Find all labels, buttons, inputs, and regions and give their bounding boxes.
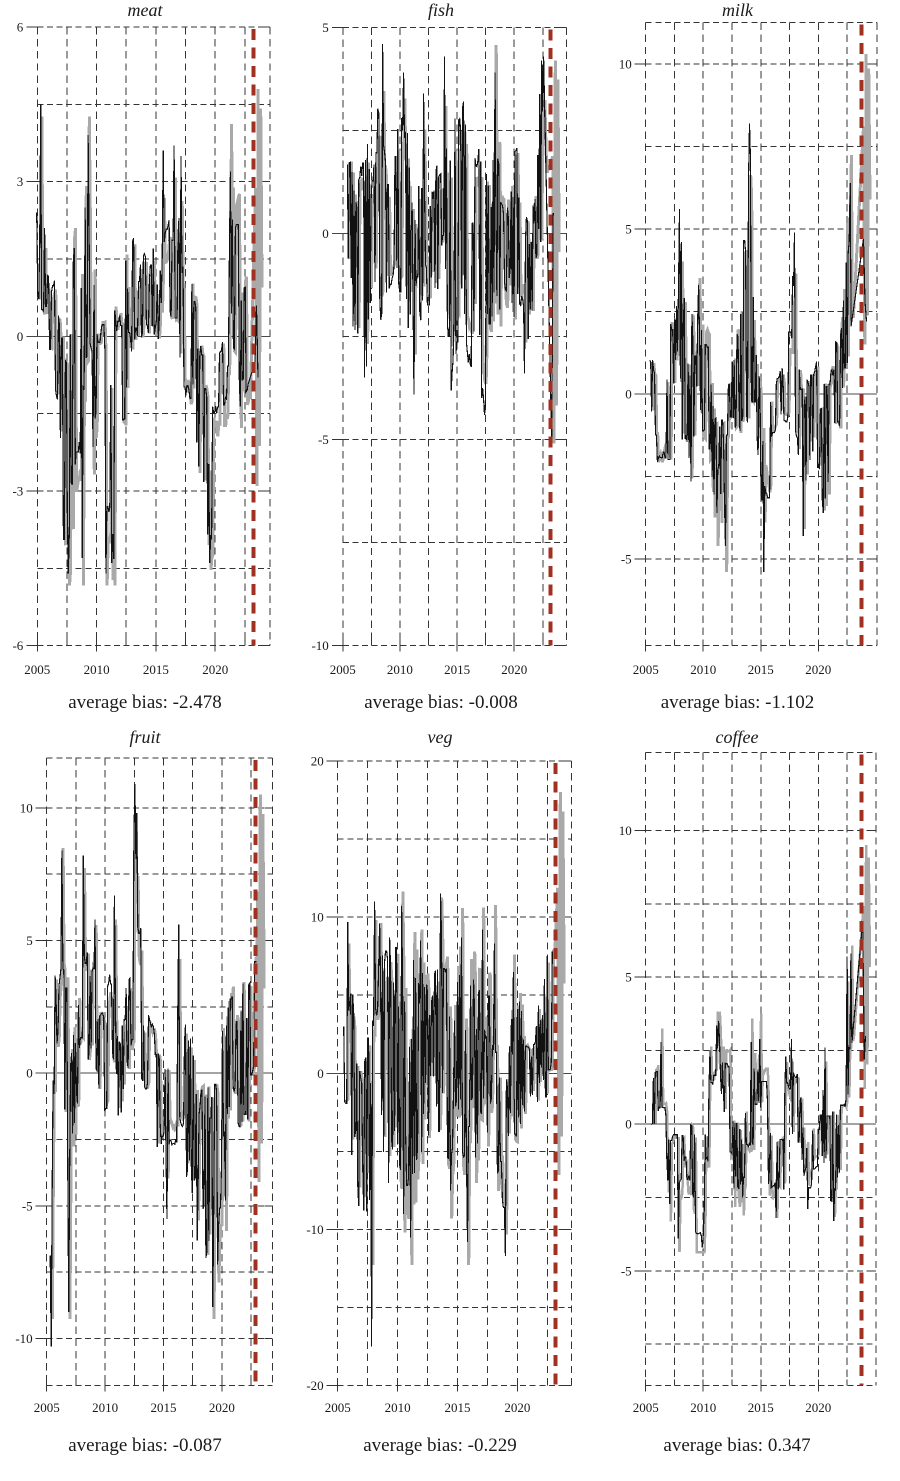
svg-text:coffee: coffee (716, 727, 759, 747)
svg-text:0: 0 (322, 226, 329, 241)
svg-text:2020: 2020 (202, 662, 228, 677)
svg-text:0: 0 (317, 1066, 324, 1081)
svg-text:-5: -5 (318, 432, 329, 447)
svg-text:2015: 2015 (748, 1400, 774, 1415)
svg-text:0: 0 (17, 329, 24, 344)
svg-text:2010: 2010 (690, 662, 716, 677)
svg-text:-10: -10 (306, 1222, 323, 1237)
svg-text:2005: 2005 (330, 662, 356, 677)
svg-text:veg: veg (428, 727, 453, 747)
svg-text:0: 0 (625, 387, 632, 402)
svg-text:-5: -5 (621, 552, 632, 567)
svg-text:2005: 2005 (325, 1400, 351, 1415)
svg-text:10: 10 (619, 57, 632, 72)
svg-text:2010: 2010 (92, 1400, 118, 1415)
svg-text:6: 6 (17, 20, 24, 35)
svg-text:10: 10 (311, 910, 324, 925)
svg-text:average bias: -0.087: average bias: -0.087 (68, 1435, 222, 1456)
svg-text:-20: -20 (306, 1378, 323, 1393)
svg-text:2020: 2020 (504, 1400, 530, 1415)
svg-text:average bias: -0.008: average bias: -0.008 (364, 692, 518, 713)
svg-text:-10: -10 (15, 1331, 32, 1346)
svg-text:2005: 2005 (633, 662, 659, 677)
svg-text:2020: 2020 (209, 1400, 235, 1415)
svg-text:fruit: fruit (129, 727, 161, 747)
svg-text:2010: 2010 (84, 662, 110, 677)
svg-text:-10: -10 (311, 638, 328, 653)
svg-text:10: 10 (619, 823, 632, 838)
svg-text:milk: milk (722, 0, 754, 20)
svg-text:meat: meat (128, 0, 164, 20)
svg-text:2020: 2020 (805, 1400, 831, 1415)
svg-text:-5: -5 (22, 1198, 33, 1213)
svg-text:2015: 2015 (151, 1400, 177, 1415)
svg-text:5: 5 (625, 222, 632, 237)
svg-text:0: 0 (625, 1117, 632, 1132)
svg-text:2010: 2010 (385, 1400, 411, 1415)
svg-text:5: 5 (322, 20, 329, 35)
svg-text:2010: 2010 (690, 1400, 716, 1415)
svg-text:fish: fish (428, 0, 454, 20)
svg-text:3: 3 (17, 174, 24, 189)
svg-text:0: 0 (26, 1066, 33, 1081)
svg-text:5: 5 (625, 970, 632, 985)
svg-text:average bias: -2.478: average bias: -2.478 (68, 692, 222, 713)
svg-text:2020: 2020 (501, 662, 527, 677)
svg-text:2005: 2005 (633, 1400, 659, 1415)
svg-text:2005: 2005 (24, 662, 50, 677)
svg-text:5: 5 (26, 933, 33, 948)
svg-text:2015: 2015 (444, 662, 470, 677)
svg-text:-6: -6 (12, 638, 23, 653)
svg-text:average bias: 0.347: average bias: 0.347 (663, 1435, 810, 1456)
svg-text:2020: 2020 (805, 662, 831, 677)
svg-text:2015: 2015 (143, 662, 169, 677)
svg-text:20: 20 (311, 753, 324, 768)
svg-text:average bias: -1.102: average bias: -1.102 (661, 692, 815, 713)
svg-text:2005: 2005 (34, 1400, 60, 1415)
svg-text:10: 10 (20, 800, 33, 815)
svg-text:2015: 2015 (748, 662, 774, 677)
svg-text:-5: -5 (621, 1263, 632, 1278)
svg-text:2010: 2010 (387, 662, 413, 677)
svg-text:2015: 2015 (445, 1400, 471, 1415)
svg-text:-3: -3 (12, 484, 23, 499)
svg-text:average bias: -0.229: average bias: -0.229 (363, 1435, 517, 1456)
